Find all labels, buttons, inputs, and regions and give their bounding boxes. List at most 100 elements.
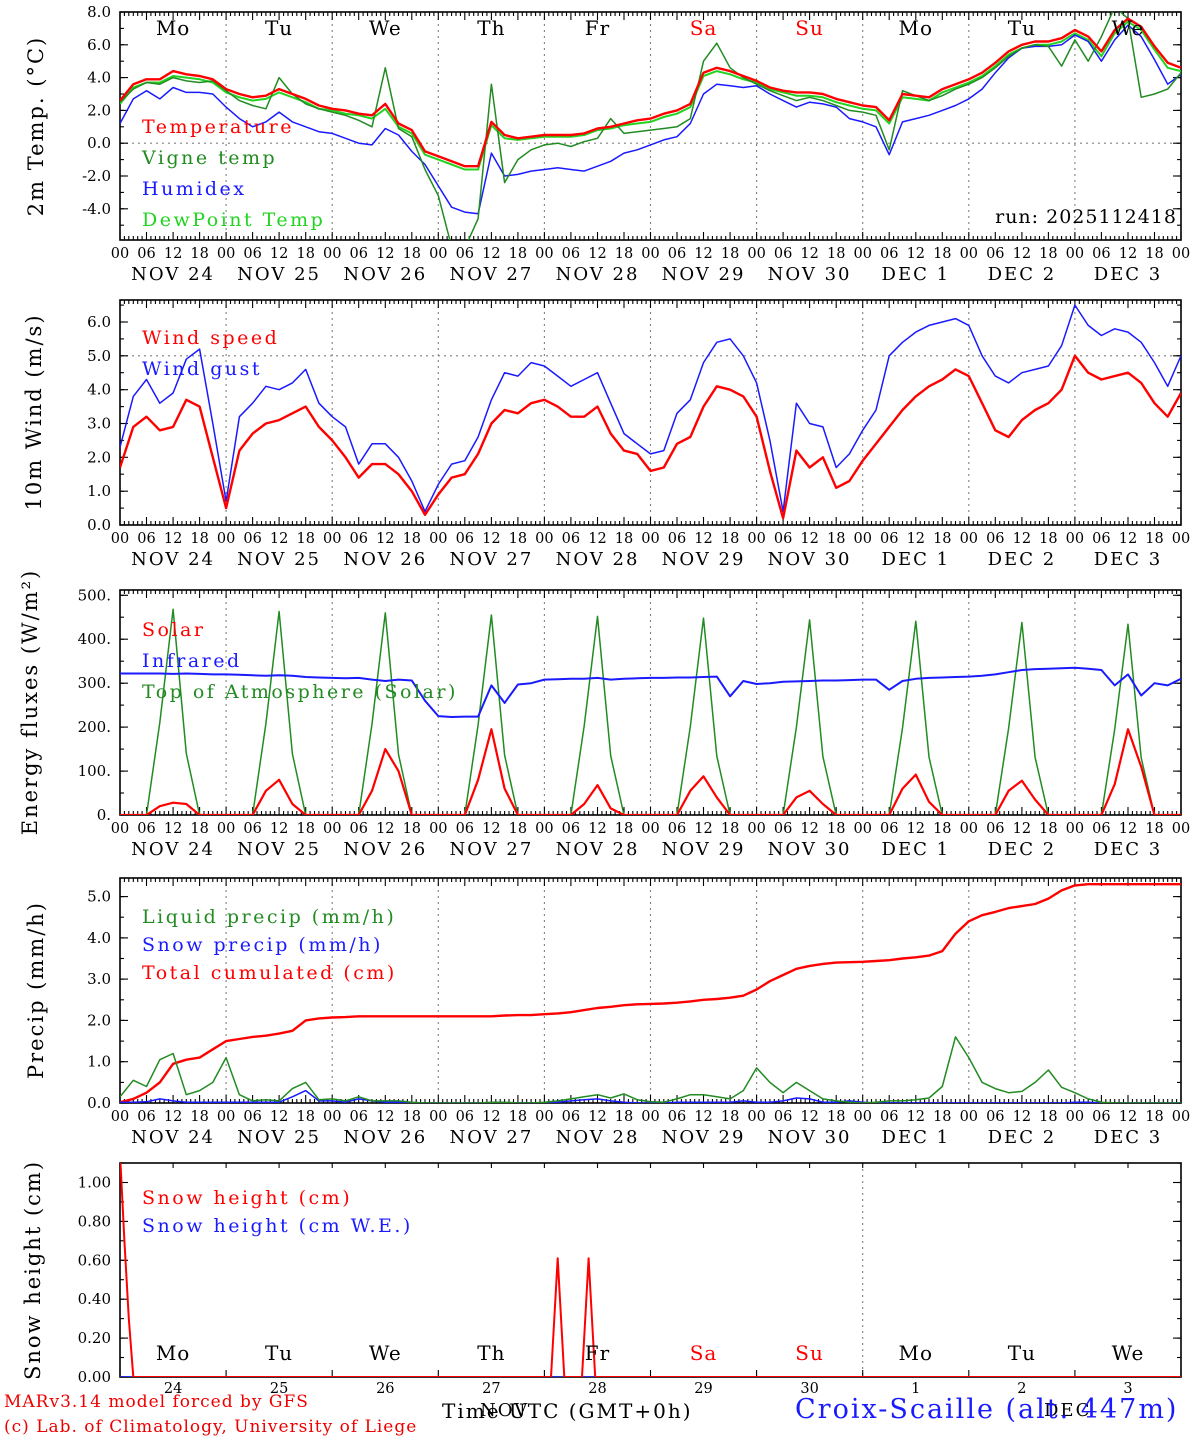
hour-tick-label: 06 [243,246,261,262]
hour-tick-label: 12 [482,821,500,837]
hour-tick-label: 18 [827,821,845,837]
legend-item-snow-height-we: Snow height (cm W.E.) [142,1215,413,1237]
hour-tick-label: 12 [164,821,182,837]
hour-tick-label: 00 [747,1109,765,1125]
hour-tick-label: 00 [111,531,129,547]
hour-tick-label: 18 [827,246,845,262]
svg-text:4.0: 4.0 [87,381,111,399]
day-label: Th [477,16,505,40]
hour-tick-label: 12 [1013,821,1031,837]
legend-item-cumulated: Total cumulated (cm) [142,962,397,984]
date-tick-label: NOV 29 [662,549,746,570]
svg-text:0.40: 0.40 [78,1290,111,1308]
svg-text:1.0: 1.0 [87,482,111,500]
hour-tick-label: 06 [562,246,580,262]
hour-tick-label: 18 [509,821,527,837]
date-tick-label: NOV 30 [768,549,852,570]
hour-tick-label: 06 [880,246,898,262]
hour-tick-label: 12 [270,531,288,547]
hour-tick-label: 00 [960,821,978,837]
hour-tick-label: 06 [668,821,686,837]
hour-tick-label: 00 [535,531,553,547]
hour-tick-label: 18 [1039,821,1057,837]
hour-tick-label: 00 [535,246,553,262]
svg-text:0.: 0. [97,806,111,824]
series-snow-height-cm [120,1163,1181,1377]
date-tick-label: NOV 24 [131,839,215,860]
day-number-label: 29 [694,1381,712,1397]
series-humidex [120,24,1181,215]
hour-tick-label: 12 [800,531,818,547]
legend-item-snow-height: Snow height (cm) [142,1187,353,1209]
date-tick-label: NOV 24 [131,264,215,285]
hour-tick-label: 00 [747,531,765,547]
hour-tick-label: 06 [243,1109,261,1125]
hour-tick-label: 00 [323,246,341,262]
hour-tick-label: 12 [376,821,394,837]
day-number-label: 2 [1017,1381,1026,1397]
date-tick-label: NOV 26 [343,839,427,860]
model-credit-line2: (c) Lab. of Climatology, University of L… [4,1417,418,1437]
hour-tick-label: 18 [403,1109,421,1125]
hour-tick-label: 00 [1066,531,1084,547]
svg-text:0.0: 0.0 [87,134,111,152]
date-tick-label: NOV 30 [768,839,852,860]
date-tick-label: DEC 1 [882,839,951,860]
hour-tick-label: 00 [429,1109,447,1125]
date-tick-label: DEC 2 [988,1127,1057,1148]
day-label: Su [795,16,824,40]
hour-tick-label: 06 [349,821,367,837]
date-tick-label: NOV 28 [556,549,640,570]
svg-text:100.: 100. [78,762,111,780]
series-infrared [120,666,1181,718]
hour-tick-label: 18 [190,1109,208,1125]
legend-item-infrared: Infrared [142,650,242,672]
svg-text:3.0: 3.0 [87,415,111,433]
month-label-nov: NOV [480,1400,530,1421]
day-label: Fr [585,16,610,40]
hour-tick-label: 12 [800,821,818,837]
svg-text:0.60: 0.60 [78,1251,111,1269]
svg-text:4.0: 4.0 [87,69,111,87]
hour-tick-label: 06 [562,1109,580,1125]
date-tick-label: DEC 3 [1094,264,1163,285]
hour-tick-label: 12 [588,1109,606,1125]
svg-text:5.0: 5.0 [87,347,111,365]
hour-tick-label: 00 [217,531,235,547]
date-tick-label: DEC 3 [1094,839,1163,860]
date-tick-label: DEC 2 [988,264,1057,285]
date-tick-label: NOV 26 [343,264,427,285]
hour-tick-label: 06 [562,531,580,547]
day-label: We [1112,1341,1145,1365]
hour-tick-label: 18 [296,821,314,837]
hour-tick-label: 06 [349,1109,367,1125]
hour-tick-label: 18 [1039,1109,1057,1125]
month-label-dec: DEC [1044,1400,1092,1421]
legend-item-vigne-temp: Vigne temp [142,147,278,169]
hour-tick-label: 06 [349,246,367,262]
day-label: Tu [265,1341,293,1365]
svg-text:500.: 500. [78,586,111,604]
hour-tick-label: 06 [137,821,155,837]
svg-text:0.20: 0.20 [78,1329,111,1347]
svg-text:0.00: 0.00 [78,1368,111,1386]
day-number-label: 25 [270,1381,288,1397]
svg-text:300.: 300. [78,674,111,692]
date-tick-label: DEC 3 [1094,1127,1163,1148]
date-tick-label: DEC 1 [882,1127,951,1148]
hour-tick-label: 06 [880,821,898,837]
hour-tick-label: 18 [933,821,951,837]
hour-tick-label: 00 [1172,531,1190,547]
day-label: Mo [899,16,934,40]
hour-tick-label: 00 [960,531,978,547]
hour-tick-label: 06 [986,246,1004,262]
hour-tick-label: 18 [1145,531,1163,547]
hour-tick-label: 18 [1145,821,1163,837]
hour-tick-label: 06 [774,1109,792,1125]
y-axis-title-wind: 10m Wind (m/s) [22,313,46,511]
hour-tick-label: 12 [270,246,288,262]
snow-legend: Snow height (cm) Snow height (cm W.E.) [142,1184,413,1240]
hour-tick-label: 18 [1039,246,1057,262]
date-tick-label: DEC 2 [988,549,1057,570]
